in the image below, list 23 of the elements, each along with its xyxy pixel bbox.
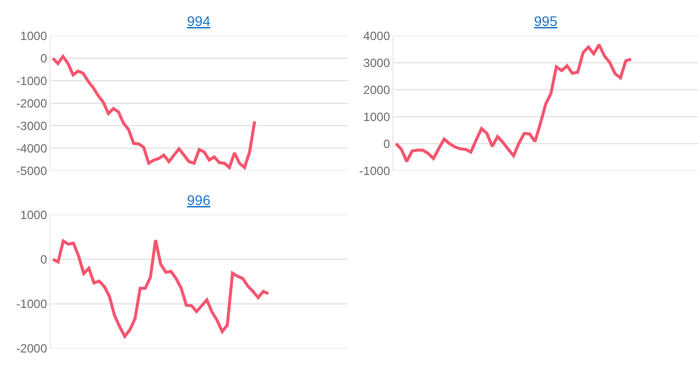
y-tick-label: -1000 bbox=[16, 74, 48, 88]
y-tick-label: -2000 bbox=[16, 342, 48, 356]
line-series bbox=[51, 238, 270, 338]
y-tick-label: -1000 bbox=[16, 297, 48, 312]
y-tick-label: 0 bbox=[40, 51, 48, 66]
line-series bbox=[51, 54, 256, 170]
y-tick-label: 0 bbox=[383, 136, 390, 151]
y-tick-label: 2000 bbox=[363, 82, 390, 97]
y-tick-label: 4000 bbox=[363, 28, 390, 43]
y-tick-label: -1000 bbox=[359, 164, 390, 178]
chart-title: 995 bbox=[534, 13, 558, 29]
line-series bbox=[394, 43, 633, 163]
y-tick-label: 1000 bbox=[20, 28, 48, 43]
y-tick-label: -4000 bbox=[16, 141, 48, 156]
y-tick-label: -3000 bbox=[16, 118, 48, 133]
y-tick-label: 1000 bbox=[20, 208, 48, 222]
chart-title: 996 bbox=[187, 192, 211, 208]
y-tick-label: -2000 bbox=[16, 96, 48, 110]
y-tick-label: 0 bbox=[40, 252, 48, 266]
chart-title: 994 bbox=[187, 13, 211, 29]
y-tick-label: 1000 bbox=[363, 110, 390, 124]
y-tick-label: 3000 bbox=[363, 56, 390, 70]
y-tick-label: -5000 bbox=[16, 164, 48, 178]
